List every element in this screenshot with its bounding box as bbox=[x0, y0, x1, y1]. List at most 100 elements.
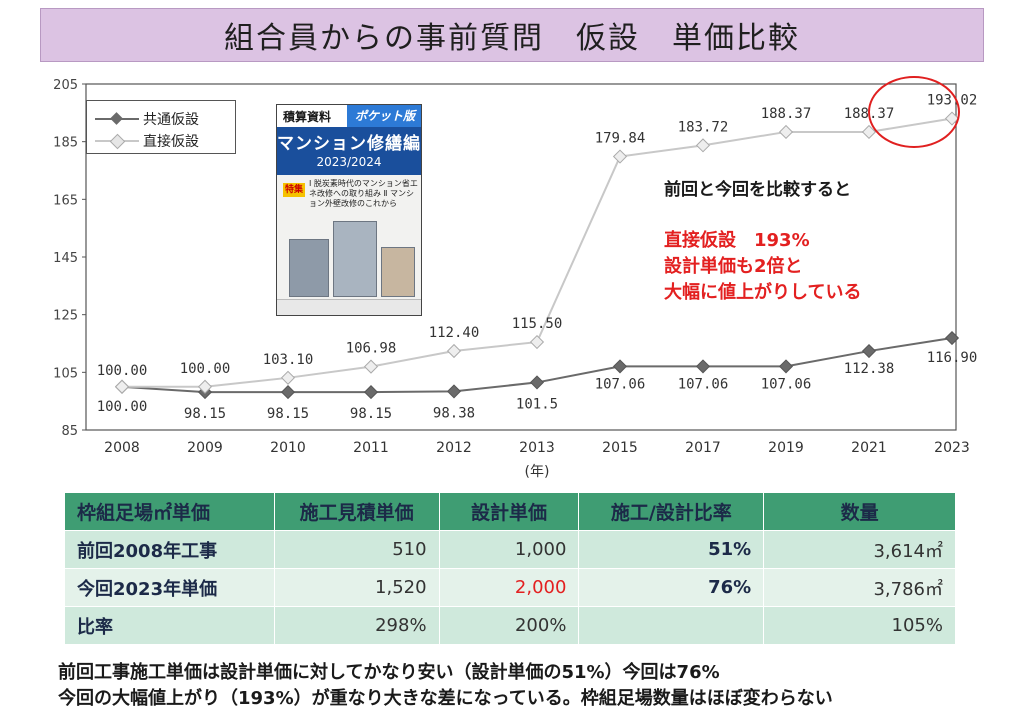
data-label: 107.06 bbox=[761, 376, 812, 392]
table-cell: 51% bbox=[578, 530, 765, 569]
book-title: マンション修繕編 bbox=[277, 134, 421, 154]
y-tick-label: 205 bbox=[53, 78, 78, 93]
table-cell: 前回2008年工事 bbox=[64, 530, 275, 569]
x-tick-label: 2011 bbox=[353, 440, 389, 456]
data-point bbox=[861, 343, 877, 359]
building-image bbox=[333, 221, 377, 297]
x-tick-label: 2021 bbox=[851, 440, 887, 456]
table-cell bbox=[578, 606, 765, 645]
title-banner: 組合員からの事前質問 仮設 単価比較 bbox=[40, 8, 984, 62]
annotation-line: 大幅に値上がりしている bbox=[664, 282, 862, 303]
data-label: 100.00 bbox=[180, 361, 231, 377]
data-label: 98.15 bbox=[184, 406, 226, 422]
table-header-cell: 数量 bbox=[763, 492, 956, 531]
data-label: 183.72 bbox=[678, 119, 729, 135]
table-cell: 比率 bbox=[64, 606, 275, 645]
legend-label-direct: 直接仮設 bbox=[143, 134, 199, 150]
data-label: 179.84 bbox=[595, 131, 646, 147]
x-axis-unit: (年) bbox=[525, 464, 550, 480]
table-row: 比率 298% 200% 105% bbox=[64, 606, 956, 645]
book-tag-left: 積算資料 bbox=[283, 110, 332, 124]
data-label: 98.15 bbox=[267, 406, 309, 422]
table-cell: 105% bbox=[763, 606, 956, 645]
data-label: 103.10 bbox=[263, 352, 314, 368]
x-tick-label: 2010 bbox=[270, 440, 306, 456]
data-label: 116.90 bbox=[927, 350, 978, 366]
data-label: 188.37 bbox=[761, 106, 812, 122]
data-point bbox=[280, 370, 296, 385]
data-point bbox=[280, 385, 296, 400]
data-label: 106.98 bbox=[346, 341, 397, 357]
table-header-cell: 施工見積単価 bbox=[273, 492, 440, 531]
data-label: 107.06 bbox=[678, 376, 729, 392]
data-point bbox=[363, 359, 379, 374]
annotation-line: 設計単価も2倍と bbox=[664, 256, 803, 277]
data-point bbox=[363, 385, 379, 400]
table-row: 今回2023年単価 1,520 2,000 76% 3,786㎡ bbox=[64, 568, 956, 607]
book-note: Ⅰ 脱炭素時代のマンション省エネ改修への取り組み Ⅱ マンション外壁改修のこれか… bbox=[309, 179, 418, 208]
x-tick-label: 2015 bbox=[602, 440, 638, 456]
data-point bbox=[695, 138, 711, 153]
data-label: 112.40 bbox=[429, 325, 480, 341]
data-label: 98.15 bbox=[350, 406, 392, 422]
x-tick-label: 2023 bbox=[934, 440, 970, 456]
data-point bbox=[778, 359, 794, 374]
y-tick-label: 105 bbox=[53, 366, 78, 381]
legend-item-direct: 直接仮設 bbox=[95, 131, 199, 151]
annotation-line: 直接仮設 193% bbox=[664, 230, 810, 251]
data-point bbox=[695, 359, 711, 374]
table-cell: 今回2023年単価 bbox=[64, 568, 275, 607]
y-tick-label: 145 bbox=[53, 251, 78, 266]
comparison-table: 枠組足場㎡単価 施工見積単価 設計単価 施工/設計比率 数量 前回2008年工事… bbox=[64, 492, 956, 645]
table-header-cell: 施工/設計比率 bbox=[578, 492, 765, 531]
book-cover-image: 積算資料 ポケット版 マンション修繕編 2023/2024 特集 Ⅰ 脱炭素時代… bbox=[276, 104, 422, 316]
data-point bbox=[861, 124, 877, 140]
x-tick-label: 2017 bbox=[685, 440, 721, 456]
highlight-circle bbox=[868, 76, 960, 148]
table-cell: 298% bbox=[273, 606, 440, 645]
x-tick-label: 2019 bbox=[768, 440, 804, 456]
data-point bbox=[612, 359, 628, 374]
table-cell: 200% bbox=[438, 606, 580, 645]
building-image bbox=[289, 239, 329, 297]
summary-line: 前回工事施工単価は設計単価に対してかなり安い（設計単価の51%）今回は76% bbox=[58, 662, 720, 683]
legend-label-common: 共通仮設 bbox=[143, 112, 199, 128]
table-cell: 76% bbox=[578, 568, 765, 607]
chart-legend: 共通仮設 直接仮設 bbox=[86, 100, 236, 154]
legend-item-common: 共通仮設 bbox=[95, 109, 199, 129]
data-point bbox=[114, 379, 130, 394]
data-label: 115.50 bbox=[512, 316, 563, 332]
data-label: 100.00 bbox=[97, 363, 148, 379]
data-point bbox=[529, 334, 545, 350]
table-row: 前回2008年工事 510 1,000 51% 3,614㎡ bbox=[64, 530, 956, 569]
x-tick-label: 2012 bbox=[436, 440, 472, 456]
book-year: 2023/2024 bbox=[316, 155, 382, 169]
data-label: 107.06 bbox=[595, 376, 646, 392]
table-header-cell: 設計単価 bbox=[438, 492, 580, 531]
data-point bbox=[446, 384, 462, 399]
data-label: 101.5 bbox=[516, 396, 558, 412]
annotation-highlight: 直接仮設 193% 設計単価も2倍と 大幅に値上がりしている bbox=[664, 228, 861, 306]
data-point bbox=[529, 375, 545, 390]
page-title: 組合員からの事前質問 仮設 単価比較 bbox=[224, 21, 800, 56]
annotation-intro: 前回と今回を比較すると bbox=[664, 180, 851, 200]
data-point bbox=[778, 124, 794, 140]
building-image bbox=[381, 247, 415, 297]
x-tick-label: 2009 bbox=[187, 440, 223, 456]
y-tick-label: 85 bbox=[61, 424, 78, 439]
data-label: 98.38 bbox=[433, 405, 475, 421]
data-point bbox=[446, 343, 462, 359]
table-cell: 510 bbox=[273, 530, 440, 569]
x-tick-label: 2008 bbox=[104, 440, 140, 456]
legend-swatch-direct bbox=[95, 134, 139, 148]
legend-swatch-common bbox=[95, 112, 139, 126]
chart-svg: 85 105 125 145 165 185 205 2008 2009 2010 2011 2012… bbox=[53, 78, 978, 480]
table-cell: 1,520 bbox=[273, 568, 440, 607]
y-tick-label: 185 bbox=[53, 136, 78, 151]
data-label: 100.00 bbox=[97, 399, 148, 415]
book-badge: 特集 bbox=[283, 183, 305, 197]
table-cell: 3,614㎡ bbox=[763, 530, 956, 569]
y-tick-label: 125 bbox=[53, 309, 78, 324]
table-cell: 3,786㎡ bbox=[763, 568, 956, 607]
x-tick-label: 2013 bbox=[519, 440, 555, 456]
